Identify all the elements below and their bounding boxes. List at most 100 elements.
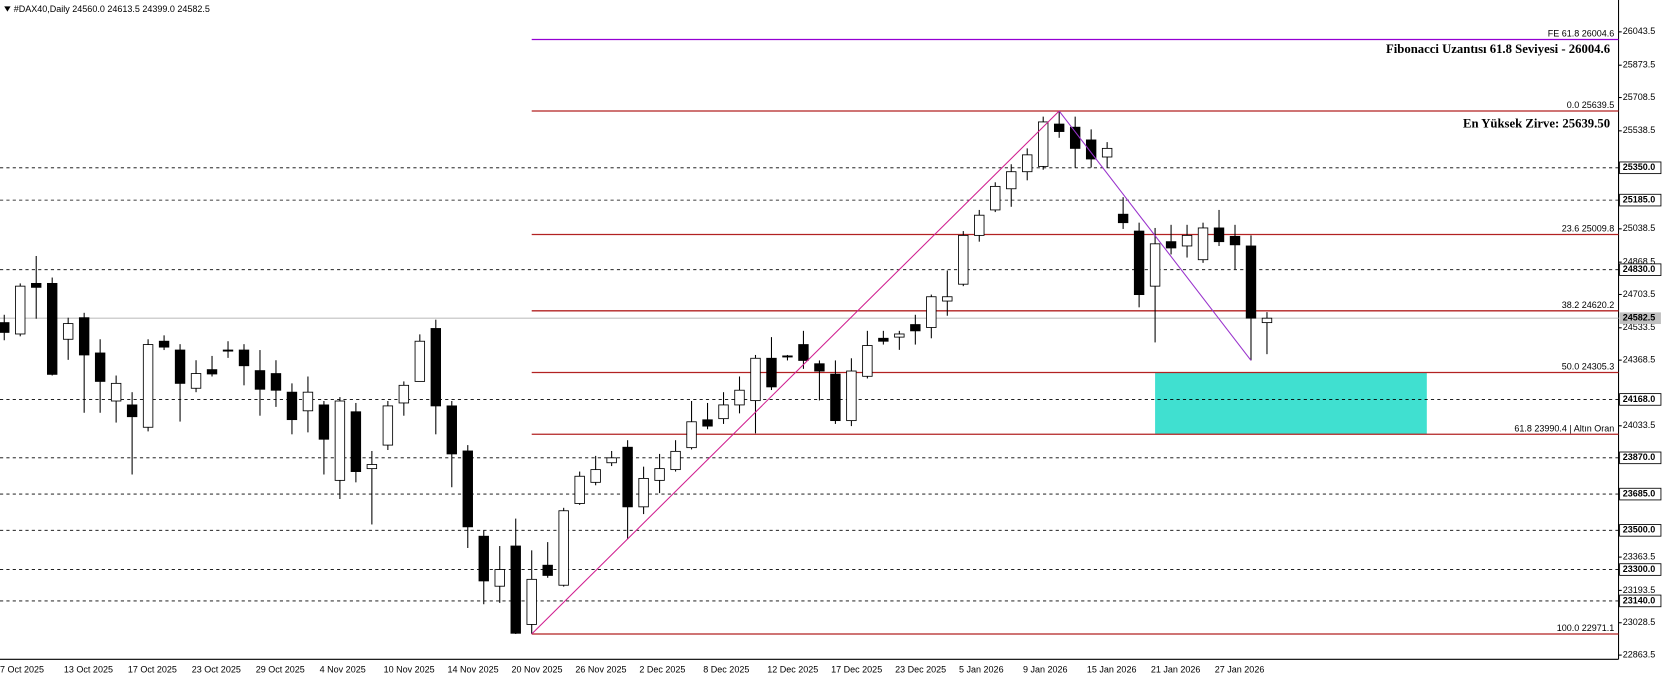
x-tick-label: 14 Nov 2025 bbox=[448, 664, 499, 674]
candle-body bbox=[798, 344, 809, 361]
fib-label: 0.0 25639.5 bbox=[1567, 100, 1615, 110]
candle-body bbox=[1229, 235, 1241, 246]
candle-body bbox=[1101, 147, 1113, 158]
candle-body bbox=[318, 404, 330, 440]
candle-body bbox=[750, 357, 761, 402]
level-label: 24830.0 bbox=[1623, 264, 1656, 274]
candle-body bbox=[238, 349, 250, 367]
candle-body bbox=[366, 464, 378, 470]
x-tick-label: 26 Nov 2025 bbox=[575, 664, 626, 674]
candle-body bbox=[542, 564, 553, 576]
candle-body bbox=[638, 477, 649, 508]
candle-body bbox=[830, 373, 841, 422]
candle-body bbox=[574, 475, 585, 504]
level-label-box bbox=[1619, 451, 1662, 465]
candle-body bbox=[974, 214, 985, 236]
y-tick-label: 24703.5 bbox=[1623, 289, 1656, 299]
x-tick-label: 27 Jan 2026 bbox=[1215, 664, 1265, 674]
candle-body bbox=[1245, 245, 1257, 319]
candle-body bbox=[222, 349, 234, 352]
candle-body bbox=[846, 370, 857, 422]
candle-body bbox=[862, 345, 873, 377]
x-tick-label: 2 Dec 2025 bbox=[639, 664, 685, 674]
candle-body bbox=[446, 405, 457, 455]
candle-body bbox=[142, 344, 154, 428]
candle-body bbox=[1022, 154, 1033, 173]
y-tick-label: 26043.5 bbox=[1623, 26, 1656, 36]
candle-body bbox=[734, 389, 745, 406]
x-tick-label: 15 Jan 2026 bbox=[1087, 664, 1137, 674]
level-label-box bbox=[1619, 193, 1662, 207]
trendline bbox=[531, 110, 1060, 635]
candle-body bbox=[478, 535, 489, 582]
candle-body bbox=[510, 545, 521, 634]
x-tick-label: 23 Dec 2025 bbox=[895, 664, 946, 674]
candle-body bbox=[158, 340, 170, 348]
candle-body bbox=[462, 450, 473, 528]
candle-body bbox=[702, 419, 713, 427]
candle-body bbox=[1197, 227, 1209, 261]
candle-body bbox=[1261, 317, 1273, 324]
fib-label: 100.0 22971.1 bbox=[1557, 623, 1615, 633]
x-tick-label: 17 Oct 2025 bbox=[128, 664, 177, 674]
last-price-label: 24582.5 bbox=[1623, 313, 1656, 323]
y-tick-label: 25873.5 bbox=[1623, 60, 1656, 70]
level-label-box bbox=[1619, 487, 1662, 501]
candle-body bbox=[110, 382, 122, 402]
candle-body bbox=[1038, 121, 1049, 167]
x-tick-label: 17 Dec 2025 bbox=[831, 664, 882, 674]
x-tick-label: 5 Jan 2026 bbox=[959, 664, 1004, 674]
candle-body bbox=[686, 421, 697, 449]
candle-body bbox=[878, 337, 889, 342]
candle-body bbox=[398, 384, 410, 404]
x-tick-label: 7 Oct 2025 bbox=[0, 664, 44, 674]
candle-body bbox=[558, 510, 569, 586]
candle-body bbox=[31, 282, 42, 288]
candle-body bbox=[270, 373, 282, 391]
candle-body bbox=[1085, 139, 1097, 160]
level-label-box bbox=[1619, 563, 1662, 576]
candle-body bbox=[990, 185, 1001, 211]
candle-body bbox=[350, 411, 362, 472]
candle-body bbox=[942, 296, 953, 302]
y-tick-label: 23363.5 bbox=[1623, 551, 1656, 561]
x-tick-label: 8 Dec 2025 bbox=[703, 664, 749, 674]
x-tick-label: 9 Jan 2026 bbox=[1023, 664, 1068, 674]
level-label-box bbox=[1619, 263, 1662, 276]
candle-body bbox=[0, 322, 10, 333]
x-tick-label: 29 Oct 2025 bbox=[256, 664, 305, 674]
candle-body bbox=[894, 333, 905, 338]
x-tick-label: 10 Nov 2025 bbox=[384, 664, 435, 674]
candle-body bbox=[206, 369, 218, 375]
level-label: 23870.0 bbox=[1623, 452, 1656, 462]
fib-label: 23.6 25009.8 bbox=[1562, 224, 1615, 234]
candle-body bbox=[590, 469, 601, 483]
candle-body bbox=[254, 370, 266, 390]
y-tick-label: 24033.5 bbox=[1623, 420, 1656, 430]
candle-body bbox=[494, 569, 505, 587]
candle-body bbox=[46, 282, 58, 375]
y-tick-label: 23193.5 bbox=[1623, 585, 1656, 595]
level-label: 25185.0 bbox=[1623, 194, 1656, 204]
candle-body bbox=[1149, 243, 1161, 287]
x-tick-label: 20 Nov 2025 bbox=[511, 664, 562, 674]
y-tick-label: 25038.5 bbox=[1623, 223, 1656, 233]
candle-body bbox=[782, 355, 793, 358]
candle-body bbox=[670, 450, 681, 471]
candle-body bbox=[526, 578, 537, 625]
level-label-box bbox=[1619, 161, 1662, 175]
fib-label: 50.0 24305.3 bbox=[1562, 362, 1615, 372]
candle-body bbox=[430, 328, 442, 407]
candle-body bbox=[718, 404, 729, 420]
level-label-box bbox=[1619, 393, 1662, 406]
candle-body bbox=[414, 340, 426, 382]
y-tick-label: 22863.5 bbox=[1623, 649, 1656, 659]
fib-label: 61.8 23990.4 | Altın Oran bbox=[1514, 423, 1614, 433]
annotation: Fibonacci Uzantısı 61.8 Seviyesi - 26004… bbox=[1386, 42, 1610, 56]
x-tick-label: 21 Jan 2026 bbox=[1151, 664, 1201, 674]
header-icon bbox=[4, 6, 11, 12]
candle-body bbox=[910, 324, 921, 332]
x-tick-label: 4 Nov 2025 bbox=[320, 664, 366, 674]
candle-body bbox=[606, 457, 617, 464]
level-label: 23500.0 bbox=[1623, 525, 1656, 535]
